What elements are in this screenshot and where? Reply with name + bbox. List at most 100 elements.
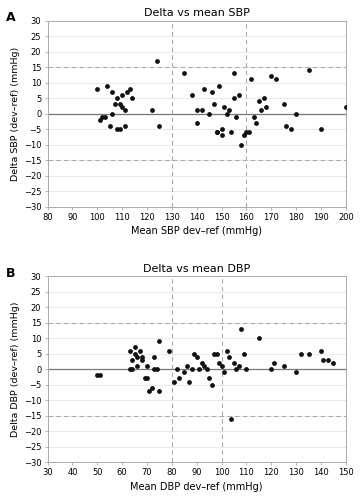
Text: A: A — [6, 11, 16, 24]
Point — [239, 325, 244, 333]
Point — [149, 106, 155, 114]
Text: B: B — [6, 266, 15, 280]
Point — [107, 122, 113, 130]
Point — [214, 128, 219, 136]
Point — [194, 352, 199, 360]
Point — [224, 346, 230, 354]
Point — [293, 368, 299, 376]
Point — [114, 94, 120, 102]
Point — [127, 365, 132, 373]
Point — [172, 378, 177, 386]
Point — [219, 125, 224, 133]
Point — [241, 350, 247, 358]
Point — [124, 88, 130, 96]
Point — [271, 359, 277, 367]
Point — [149, 384, 155, 392]
Point — [174, 365, 180, 373]
Point — [216, 359, 222, 367]
Point — [181, 368, 187, 376]
Point — [264, 104, 269, 112]
Point — [214, 350, 219, 358]
Point — [298, 350, 304, 358]
Point — [114, 125, 120, 133]
Point — [306, 66, 311, 74]
Point — [134, 362, 140, 370]
Point — [281, 362, 287, 370]
Point — [199, 359, 205, 367]
Point — [122, 122, 127, 130]
Point — [134, 352, 140, 360]
Point — [268, 365, 274, 373]
Point — [189, 365, 195, 373]
Point — [144, 362, 150, 370]
Point — [97, 372, 103, 380]
Point — [343, 104, 349, 112]
Point — [194, 119, 199, 127]
Point — [196, 365, 202, 373]
Point — [156, 337, 162, 345]
Point — [189, 91, 195, 99]
Point — [144, 374, 150, 382]
Point — [231, 70, 237, 78]
Point — [167, 346, 172, 354]
Point — [288, 125, 294, 133]
Point — [244, 365, 249, 373]
Point — [211, 100, 217, 108]
Point — [194, 106, 199, 114]
Point — [256, 334, 262, 342]
Point — [248, 76, 254, 84]
Point — [154, 365, 160, 373]
Point — [109, 88, 115, 96]
Point — [231, 94, 237, 102]
X-axis label: Mean DBP dev–ref (mmHg): Mean DBP dev–ref (mmHg) — [130, 482, 263, 492]
Point — [331, 359, 336, 367]
Point — [117, 125, 123, 133]
Point — [181, 70, 187, 78]
Title: Delta vs mean DBP: Delta vs mean DBP — [143, 264, 251, 274]
Point — [201, 362, 207, 370]
Point — [244, 128, 249, 136]
Point — [127, 346, 132, 354]
Point — [283, 122, 289, 130]
Point — [261, 94, 267, 102]
Point — [219, 362, 224, 370]
Point — [233, 365, 239, 373]
Point — [147, 387, 152, 395]
X-axis label: Mean SBP dev–ref (mmHg): Mean SBP dev–ref (mmHg) — [131, 226, 262, 236]
Point — [119, 104, 125, 112]
Y-axis label: Delta SBP (dev–ref) (mmHg): Delta SBP (dev–ref) (mmHg) — [10, 46, 20, 180]
Point — [258, 106, 264, 114]
Point — [241, 132, 247, 140]
Point — [221, 368, 227, 376]
Point — [233, 112, 239, 120]
Point — [129, 356, 135, 364]
Point — [132, 344, 138, 351]
Point — [154, 57, 160, 65]
Point — [216, 82, 222, 90]
Point — [129, 365, 135, 373]
Point — [156, 387, 162, 395]
Point — [184, 362, 190, 370]
Point — [94, 372, 100, 380]
Point — [325, 356, 331, 364]
Point — [226, 106, 232, 114]
Point — [211, 350, 217, 358]
Point — [186, 378, 192, 386]
Point — [226, 352, 232, 360]
Point — [206, 110, 212, 118]
Point — [97, 116, 103, 124]
Point — [251, 112, 257, 120]
Point — [119, 91, 125, 99]
Point — [224, 110, 230, 118]
Point — [176, 374, 182, 382]
Point — [246, 128, 252, 136]
Point — [268, 72, 274, 80]
Point — [228, 415, 234, 423]
Point — [112, 100, 118, 108]
Point — [253, 119, 259, 127]
Point — [236, 362, 242, 370]
Point — [152, 352, 157, 360]
Point — [228, 128, 234, 136]
Point — [221, 104, 227, 112]
Point — [122, 106, 127, 114]
